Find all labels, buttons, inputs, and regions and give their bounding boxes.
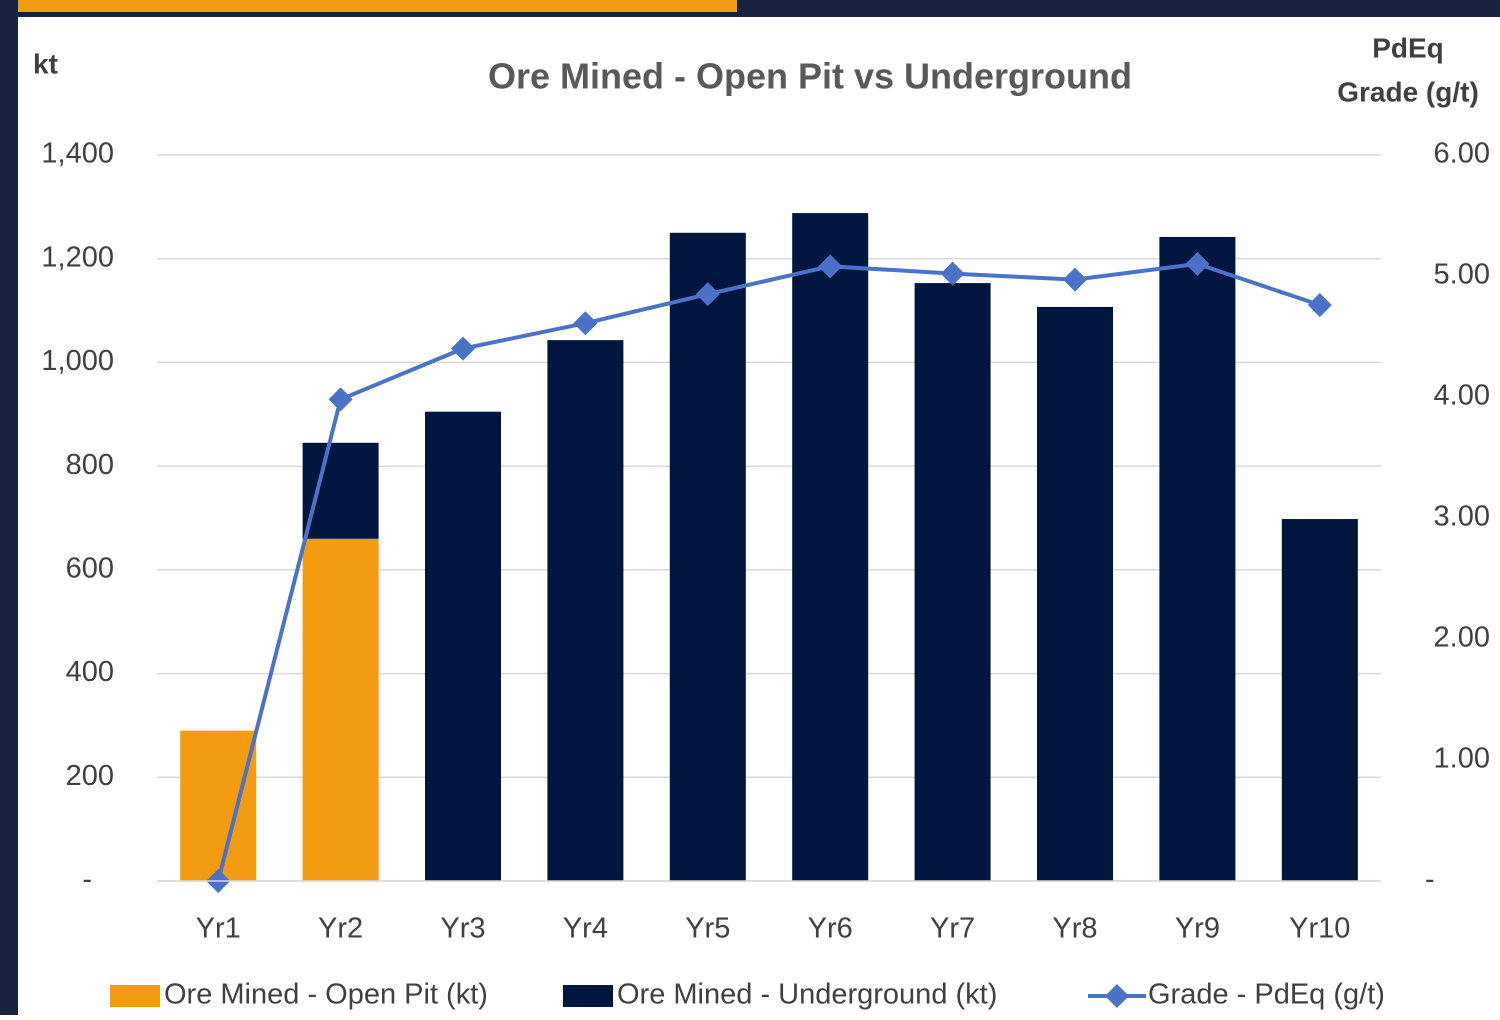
bar [914,283,991,881]
marker [818,254,843,279]
legend-marker [1105,984,1129,1008]
y-tick-label: 400 [66,656,114,688]
y2-tick-label: 2.00 [1434,622,1490,654]
x-tick-label: Yr8 [1052,913,1097,945]
left-band [0,0,18,1015]
x-tick-label: Yr2 [318,913,363,945]
y-tick-label: 1,400 [41,138,114,170]
y-tick-label: 1,200 [41,241,114,273]
y2-tick-label: 1.00 [1434,743,1490,775]
y2-axis-title: PdEq [1372,32,1444,63]
bar [302,538,379,881]
marker [1307,293,1332,318]
bar [669,232,746,882]
bar [302,442,379,539]
y2-tick-label: 3.00 [1434,501,1490,533]
legend-swatch [110,985,160,1007]
y-tick-label: 800 [66,449,114,481]
bar [792,213,869,881]
y-tick-label: - [82,864,92,896]
bar [1159,236,1236,882]
marker [1063,267,1087,292]
y-axis-title: kt [33,48,58,79]
top-accent [0,0,737,12]
chart-title: Ore Mined - Open Pit vs Underground [488,56,1132,97]
legend-label: Ore Mined - Open Pit (kt) [164,979,488,1011]
y2-tick-label: - [1425,864,1435,896]
x-tick-label: Yr7 [930,913,975,945]
legend-swatch [563,985,613,1007]
y2-tick-label: 4.00 [1434,380,1490,412]
y2-tick-label: 6.00 [1434,138,1490,170]
x-tick-label: Yr4 [563,913,608,945]
x-tick-label: Yr1 [196,913,241,945]
bar [1037,306,1113,882]
marker [940,261,965,286]
bar [1281,519,1358,881]
legend-label: Ore Mined - Underground (kt) [617,979,997,1011]
y-tick-label: 1,000 [41,345,114,377]
x-tick-label: Yr10 [1289,913,1350,945]
marker [328,387,353,412]
y-tick-label: 200 [66,760,114,792]
bar [425,411,501,881]
y2-axis-title: Grade (g/t) [1337,76,1479,107]
x-tick-label: Yr5 [685,913,730,945]
y2-tick-label: 5.00 [1434,259,1490,291]
x-tick-label: Yr3 [440,913,485,945]
marker [451,336,475,361]
bar [180,730,257,881]
marker [695,282,720,307]
x-tick-label: Yr9 [1175,913,1220,945]
bar [547,340,624,881]
marker [573,311,598,336]
marker [1185,251,1210,276]
y-tick-label: 600 [66,553,114,585]
x-tick-label: Yr6 [808,913,853,945]
line [216,261,1321,882]
legend-label: Grade - PdEq (g/t) [1148,979,1385,1011]
